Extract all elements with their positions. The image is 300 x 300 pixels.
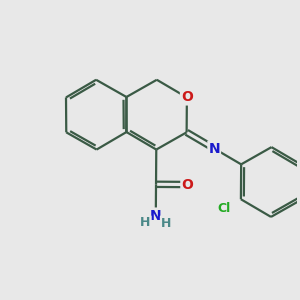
Text: Cl: Cl <box>218 202 231 215</box>
Text: N: N <box>150 208 162 223</box>
Text: O: O <box>181 90 193 104</box>
Text: H: H <box>161 217 171 230</box>
Text: H: H <box>140 216 151 230</box>
Text: O: O <box>182 178 193 191</box>
Text: N: N <box>208 142 220 155</box>
